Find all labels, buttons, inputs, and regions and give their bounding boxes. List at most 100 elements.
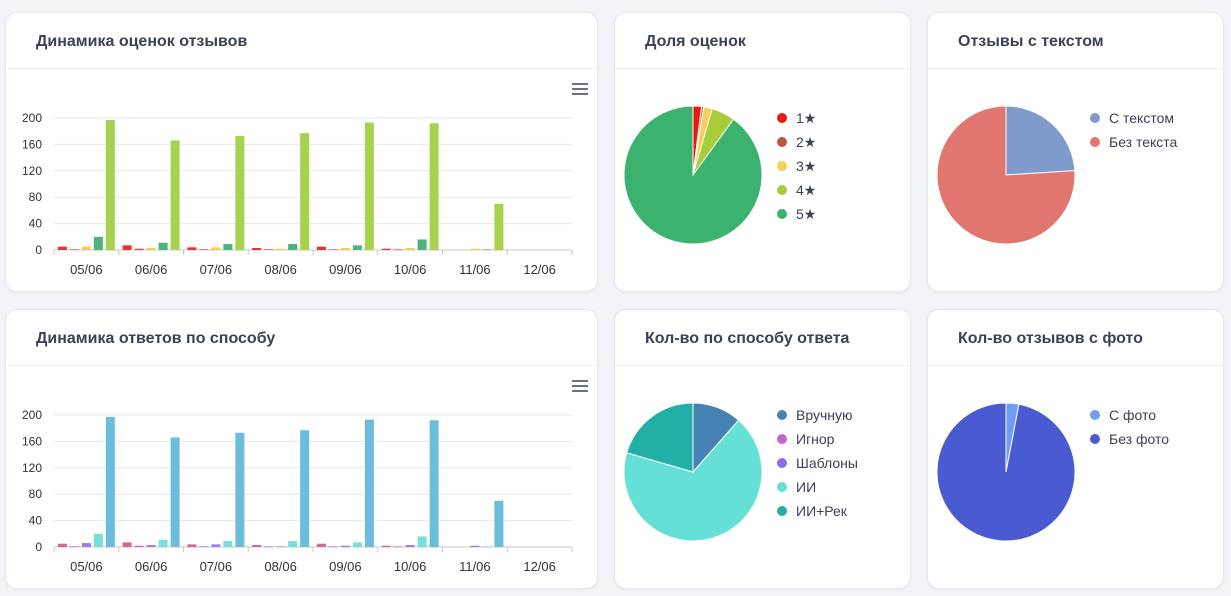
legend-item[interactable]: Игнор (777, 427, 858, 451)
bar[interactable] (316, 246, 326, 250)
bar[interactable] (364, 122, 374, 250)
bar[interactable] (340, 545, 350, 547)
bar[interactable] (364, 419, 374, 547)
bar[interactable] (211, 544, 221, 547)
x-tick-label: 12/06 (523, 559, 556, 574)
legend-label: Без текста (1109, 134, 1178, 150)
bar[interactable] (494, 203, 504, 250)
legend-label: ИИ (796, 479, 817, 495)
legend-dot (1090, 113, 1100, 123)
bar[interactable] (482, 546, 492, 547)
bar[interactable] (170, 140, 180, 250)
legend-item[interactable]: Без фото (1090, 427, 1169, 451)
bar[interactable] (417, 536, 427, 547)
bar[interactable] (134, 248, 144, 250)
bar[interactable] (264, 249, 274, 250)
legend-item[interactable]: С фото (1090, 403, 1169, 427)
bar[interactable] (288, 244, 298, 250)
bar[interactable] (223, 244, 233, 250)
legend-item[interactable]: 3★ (777, 154, 816, 178)
pie-slice[interactable] (623, 419, 763, 542)
bar[interactable] (81, 543, 91, 547)
y-tick-label: 80 (29, 487, 43, 501)
bar[interactable] (235, 432, 245, 547)
card-divider (928, 365, 1223, 366)
bar[interactable] (381, 248, 391, 250)
bar[interactable] (93, 533, 103, 547)
legend-item[interactable]: Шаблоны (777, 451, 858, 475)
bar[interactable] (134, 545, 144, 547)
bar[interactable] (122, 542, 132, 547)
bar[interactable] (235, 135, 245, 250)
bar[interactable] (93, 236, 103, 250)
x-tick-label: 10/06 (394, 559, 427, 574)
bar[interactable] (482, 249, 492, 250)
bar[interactable] (211, 247, 221, 250)
bar[interactable] (122, 245, 132, 250)
legend-item[interactable]: 5★ (777, 202, 816, 226)
legend-item[interactable]: ИИ+Рек (777, 499, 858, 523)
legend-dot (1090, 434, 1100, 444)
bar[interactable] (328, 249, 338, 250)
bar[interactable] (288, 541, 298, 547)
bar[interactable] (340, 248, 350, 250)
pie-slice[interactable] (936, 402, 1076, 542)
legend-item[interactable]: 1★ (777, 106, 816, 130)
x-tick-label: 08/06 (264, 262, 297, 277)
bar[interactable] (187, 544, 197, 547)
pie-slice[interactable] (1005, 105, 1076, 176)
bar[interactable] (352, 245, 362, 250)
bar[interactable] (429, 123, 439, 250)
y-tick-label: 40 (29, 514, 43, 528)
legend-item[interactable]: Вручную (777, 403, 858, 427)
bar[interactable] (405, 248, 415, 250)
bar[interactable] (105, 119, 115, 250)
bar[interactable] (158, 242, 168, 250)
y-tick-label: 80 (29, 190, 43, 204)
legend-item[interactable]: С текстом (1090, 106, 1177, 130)
bar[interactable] (81, 246, 91, 250)
legend-item[interactable]: 2★ (777, 130, 816, 154)
bar[interactable] (223, 541, 233, 547)
bar[interactable] (276, 248, 286, 250)
bar[interactable] (105, 416, 115, 547)
bar[interactable] (146, 248, 156, 250)
bar[interactable] (393, 249, 403, 250)
bar[interactable] (328, 546, 338, 547)
pie-slice[interactable] (623, 105, 763, 245)
bar[interactable] (300, 430, 310, 547)
bar[interactable] (146, 545, 156, 547)
bar[interactable] (264, 546, 274, 547)
bar[interactable] (199, 546, 209, 547)
bar[interactable] (252, 248, 262, 250)
chart-menu-icon[interactable] (572, 380, 588, 392)
bar[interactable] (417, 239, 427, 250)
bar[interactable] (470, 248, 480, 250)
bar[interactable] (57, 543, 67, 547)
bar[interactable] (300, 133, 310, 250)
bar[interactable] (405, 545, 415, 547)
bar[interactable] (170, 437, 180, 547)
bar[interactable] (494, 500, 504, 547)
bar[interactable] (393, 546, 403, 547)
pie-slice[interactable] (936, 105, 1076, 245)
bar[interactable] (69, 546, 79, 547)
bar[interactable] (252, 545, 262, 547)
bar[interactable] (69, 249, 79, 250)
chart-menu-icon[interactable] (572, 83, 588, 95)
pie-slice[interactable] (626, 402, 694, 473)
ratings-dynamics-card: Динамика оценок отзывов 0 40 80 120 160 200 05… (5, 12, 598, 292)
bar[interactable] (187, 247, 197, 250)
bar[interactable] (276, 546, 286, 547)
bar[interactable] (316, 543, 326, 547)
legend-item[interactable]: Без текста (1090, 130, 1177, 154)
legend-item[interactable]: 4★ (777, 178, 816, 202)
bar[interactable] (429, 420, 439, 547)
bar[interactable] (199, 249, 209, 250)
bar[interactable] (352, 542, 362, 547)
bar[interactable] (381, 545, 391, 547)
bar[interactable] (470, 545, 480, 547)
legend-item[interactable]: ИИ (777, 475, 858, 499)
bar[interactable] (57, 246, 67, 250)
bar[interactable] (158, 539, 168, 547)
